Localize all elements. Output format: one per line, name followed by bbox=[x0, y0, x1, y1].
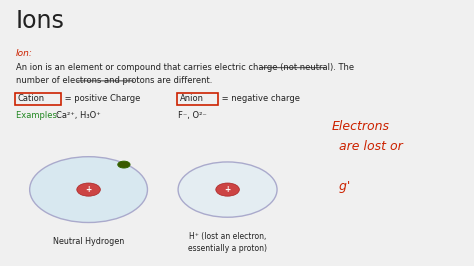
Circle shape bbox=[77, 183, 100, 196]
Circle shape bbox=[178, 162, 277, 217]
Text: Neutral Hydrogen: Neutral Hydrogen bbox=[53, 237, 124, 246]
Text: An ion is an element or compound that carries electric charge (not neutral). The: An ion is an element or compound that ca… bbox=[16, 63, 354, 72]
Circle shape bbox=[30, 157, 147, 222]
Text: +: + bbox=[225, 185, 231, 194]
Text: +: + bbox=[85, 185, 91, 194]
Text: Cation: Cation bbox=[18, 94, 45, 103]
Text: H⁺ (lost an electron,
essentially a proton): H⁺ (lost an electron, essentially a prot… bbox=[188, 232, 267, 253]
Text: = negative charge: = negative charge bbox=[219, 94, 300, 103]
Text: = positive Charge: = positive Charge bbox=[62, 94, 140, 103]
Text: number of electrons and protons are different.: number of electrons and protons are diff… bbox=[16, 76, 212, 85]
Circle shape bbox=[216, 183, 239, 196]
Text: Anion: Anion bbox=[180, 94, 204, 103]
Text: F⁻, O²⁻: F⁻, O²⁻ bbox=[178, 111, 207, 120]
Text: Electrons
  are lost or

  g': Electrons are lost or g' bbox=[331, 120, 403, 193]
Circle shape bbox=[118, 161, 130, 168]
Text: Examples:: Examples: bbox=[16, 111, 62, 120]
Text: Ions: Ions bbox=[16, 9, 64, 33]
Text: Ion:: Ion: bbox=[16, 49, 32, 58]
Text: Ca²⁺, H₃O⁺: Ca²⁺, H₃O⁺ bbox=[55, 111, 100, 120]
